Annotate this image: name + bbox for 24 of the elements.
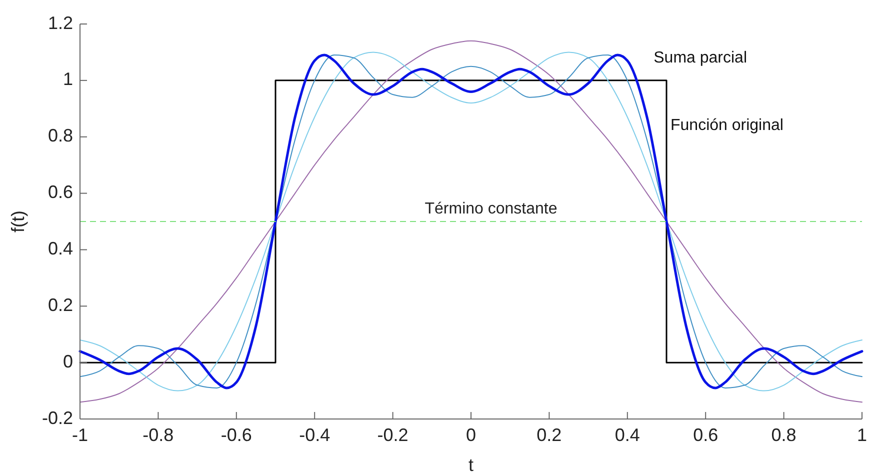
- y-tick-label: 1.2: [48, 12, 73, 33]
- y-tick-label: -0.2: [42, 408, 73, 428]
- y-axis-title: f(t): [8, 210, 28, 232]
- x-tick-label: 0.8: [771, 425, 796, 445]
- annotation: Función original: [670, 116, 784, 134]
- y-tick-label: 0.4: [48, 238, 73, 258]
- x-tick-label: 0.4: [614, 425, 640, 445]
- annotation: Suma parcial: [654, 49, 747, 66]
- y-tick-label: 0.6: [48, 182, 73, 202]
- x-tick-label: 0: [466, 425, 476, 445]
- x-tick-label: -0.6: [220, 425, 252, 445]
- x-tick-label: 0.2: [536, 425, 562, 445]
- x-tick-label: -0.2: [377, 425, 408, 445]
- x-axis-title: t: [468, 455, 474, 474]
- x-tick-label: 1: [856, 425, 868, 445]
- y-tick-label: 0: [62, 351, 73, 372]
- x-tick-label: 0.6: [693, 425, 718, 445]
- y-tick-label: 0.2: [48, 294, 73, 315]
- x-tick-label: -0.8: [142, 425, 174, 445]
- ref-line-label: Término constante: [424, 200, 558, 218]
- x-tick-label: -1: [72, 425, 88, 445]
- y-tick-label: 0.8: [48, 126, 73, 146]
- x-tick-label: -0.4: [299, 425, 330, 445]
- y-tick-label: 1: [62, 69, 73, 90]
